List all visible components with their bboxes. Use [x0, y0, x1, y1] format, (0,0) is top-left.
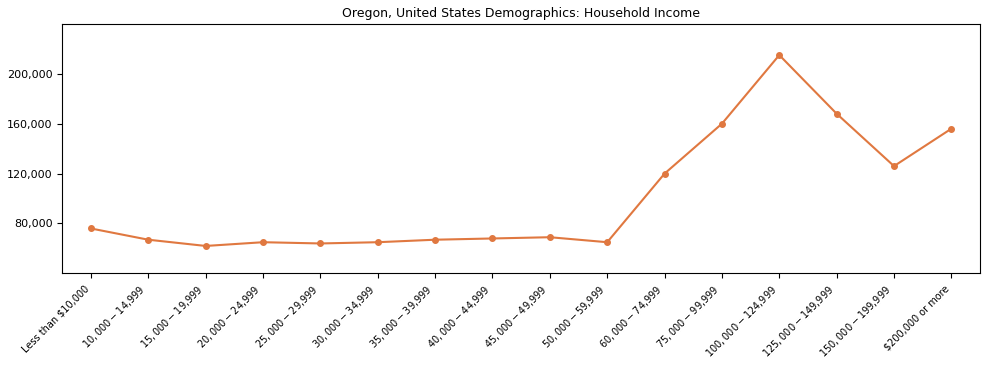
Title: Oregon, United States Demographics: Household Income: Oregon, United States Demographics: Hous… [342, 7, 699, 20]
